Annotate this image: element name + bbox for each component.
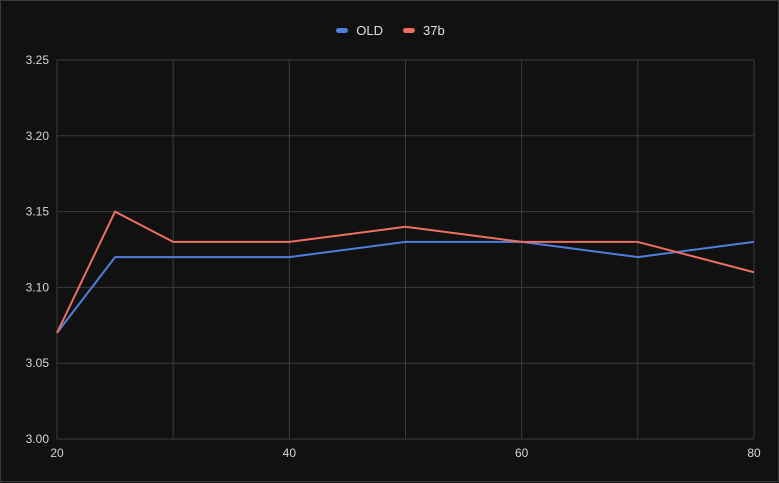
legend-label-old: OLD [356, 23, 384, 38]
legend-item-old[interactable]: OLD [336, 23, 383, 38]
legend: OLD 37b [1, 23, 779, 38]
y-tick-label: 3.15 [26, 205, 50, 219]
y-tick-label: 3.25 [26, 53, 50, 67]
x-tick-label: 80 [747, 446, 761, 460]
x-tick-label: 40 [283, 446, 297, 460]
legend-label-37b: 37b [423, 23, 445, 38]
y-tick-label: 3.00 [26, 432, 50, 446]
series-line-old [56, 240, 755, 334]
y-tick-label: 3.05 [26, 356, 50, 370]
x-tick-label: 20 [50, 446, 64, 460]
legend-item-37b[interactable]: 37b [403, 23, 445, 38]
y-tick-label: 3.10 [26, 280, 50, 294]
legend-swatch-37b [403, 28, 416, 33]
y-tick-label: 3.20 [26, 129, 50, 143]
x-tick-label: 60 [515, 446, 529, 460]
legend-swatch-old [336, 28, 349, 33]
series-line-37b [56, 210, 755, 334]
